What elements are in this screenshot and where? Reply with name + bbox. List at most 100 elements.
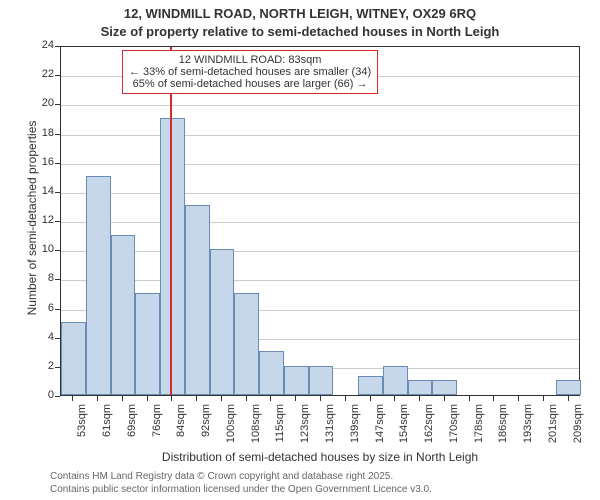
attribution-line1: Contains HM Land Registry data © Crown c… xyxy=(50,470,432,483)
x-tick-label: 139sqm xyxy=(349,404,361,464)
histogram-bar xyxy=(210,249,235,395)
x-tick-label: 123sqm xyxy=(299,404,311,464)
y-tick-mark xyxy=(55,46,60,47)
x-tick-mark xyxy=(370,396,371,401)
gridline xyxy=(61,222,579,223)
y-tick-label: 10 xyxy=(26,243,54,255)
x-tick-label: 193sqm xyxy=(522,404,534,464)
x-tick-label: 186sqm xyxy=(497,404,509,464)
x-tick-mark xyxy=(320,396,321,401)
y-tick-mark xyxy=(55,75,60,76)
y-tick-mark xyxy=(55,338,60,339)
x-tick-label: 100sqm xyxy=(225,404,237,464)
x-tick-mark xyxy=(493,396,494,401)
gridline xyxy=(61,164,579,165)
y-tick-mark xyxy=(55,163,60,164)
x-tick-mark xyxy=(469,396,470,401)
reference-callout: 12 WINDMILL ROAD: 83sqm ← 33% of semi-de… xyxy=(122,50,378,94)
histogram-bar xyxy=(160,118,185,395)
y-tick-mark xyxy=(55,104,60,105)
histogram-bar xyxy=(61,322,86,395)
x-tick-label: 170sqm xyxy=(448,404,460,464)
y-tick-label: 16 xyxy=(26,156,54,168)
histogram-bar xyxy=(383,366,408,395)
x-tick-label: 178sqm xyxy=(473,404,485,464)
attribution-line2: Contains public sector information licen… xyxy=(50,483,432,496)
histogram-bar xyxy=(358,376,383,395)
histogram-bar xyxy=(111,235,136,395)
x-tick-mark xyxy=(345,396,346,401)
x-tick-label: 115sqm xyxy=(274,404,286,464)
x-tick-mark xyxy=(419,396,420,401)
x-tick-label: 201sqm xyxy=(547,404,559,464)
x-tick-label: 108sqm xyxy=(250,404,262,464)
callout-line1: 12 WINDMILL ROAD: 83sqm xyxy=(129,54,371,66)
x-tick-mark xyxy=(122,396,123,401)
plot-area xyxy=(60,46,580,396)
histogram-bar xyxy=(135,293,160,395)
histogram-bar xyxy=(259,351,284,395)
y-tick-mark xyxy=(55,192,60,193)
chart-title-main: 12, WINDMILL ROAD, NORTH LEIGH, WITNEY, … xyxy=(0,6,600,21)
y-tick-mark xyxy=(55,134,60,135)
y-tick-label: 0 xyxy=(26,389,54,401)
x-tick-label: 209sqm xyxy=(572,404,584,464)
x-tick-label: 76sqm xyxy=(151,404,163,464)
x-tick-mark xyxy=(270,396,271,401)
histogram-bar xyxy=(185,205,210,395)
y-tick-label: 24 xyxy=(26,39,54,51)
y-tick-mark xyxy=(55,396,60,397)
histogram-bar xyxy=(556,380,581,395)
chart-container: 12, WINDMILL ROAD, NORTH LEIGH, WITNEY, … xyxy=(0,0,600,500)
gridline xyxy=(61,135,579,136)
y-tick-label: 8 xyxy=(26,272,54,284)
histogram-bar xyxy=(234,293,259,395)
x-tick-mark xyxy=(72,396,73,401)
y-tick-label: 20 xyxy=(26,97,54,109)
x-tick-label: 53sqm xyxy=(76,404,88,464)
x-tick-mark xyxy=(444,396,445,401)
x-tick-mark xyxy=(518,396,519,401)
callout-line3: 65% of semi-detached houses are larger (… xyxy=(129,78,371,90)
x-tick-mark xyxy=(295,396,296,401)
x-tick-mark xyxy=(568,396,569,401)
y-tick-label: 12 xyxy=(26,214,54,226)
y-tick-mark xyxy=(55,221,60,222)
chart-title-sub: Size of property relative to semi-detach… xyxy=(0,24,600,39)
y-tick-mark xyxy=(55,279,60,280)
gridline xyxy=(61,280,579,281)
x-tick-mark xyxy=(147,396,148,401)
x-tick-mark xyxy=(543,396,544,401)
gridline xyxy=(61,193,579,194)
histogram-bar xyxy=(86,176,111,395)
gridline xyxy=(61,105,579,106)
x-tick-mark xyxy=(97,396,98,401)
x-tick-label: 162sqm xyxy=(423,404,435,464)
x-tick-label: 147sqm xyxy=(374,404,386,464)
x-tick-label: 69sqm xyxy=(126,404,138,464)
histogram-bar xyxy=(284,366,309,395)
y-tick-mark xyxy=(55,250,60,251)
reference-line xyxy=(170,47,172,395)
y-tick-mark xyxy=(55,367,60,368)
x-tick-mark xyxy=(221,396,222,401)
y-tick-mark xyxy=(55,309,60,310)
x-tick-label: 84sqm xyxy=(175,404,187,464)
y-tick-label: 4 xyxy=(26,331,54,343)
y-tick-label: 18 xyxy=(26,127,54,139)
x-tick-label: 154sqm xyxy=(398,404,410,464)
x-tick-label: 92sqm xyxy=(200,404,212,464)
histogram-bar xyxy=(408,380,433,395)
y-tick-label: 6 xyxy=(26,302,54,314)
gridline xyxy=(61,251,579,252)
x-tick-mark xyxy=(196,396,197,401)
y-tick-label: 14 xyxy=(26,185,54,197)
x-tick-mark xyxy=(394,396,395,401)
x-tick-mark xyxy=(246,396,247,401)
x-tick-label: 131sqm xyxy=(324,404,336,464)
x-tick-label: 61sqm xyxy=(101,404,113,464)
attribution-text: Contains HM Land Registry data © Crown c… xyxy=(50,470,432,496)
histogram-bar xyxy=(309,366,334,395)
callout-line2: ← 33% of semi-detached houses are smalle… xyxy=(129,66,371,78)
histogram-bar xyxy=(432,380,457,395)
